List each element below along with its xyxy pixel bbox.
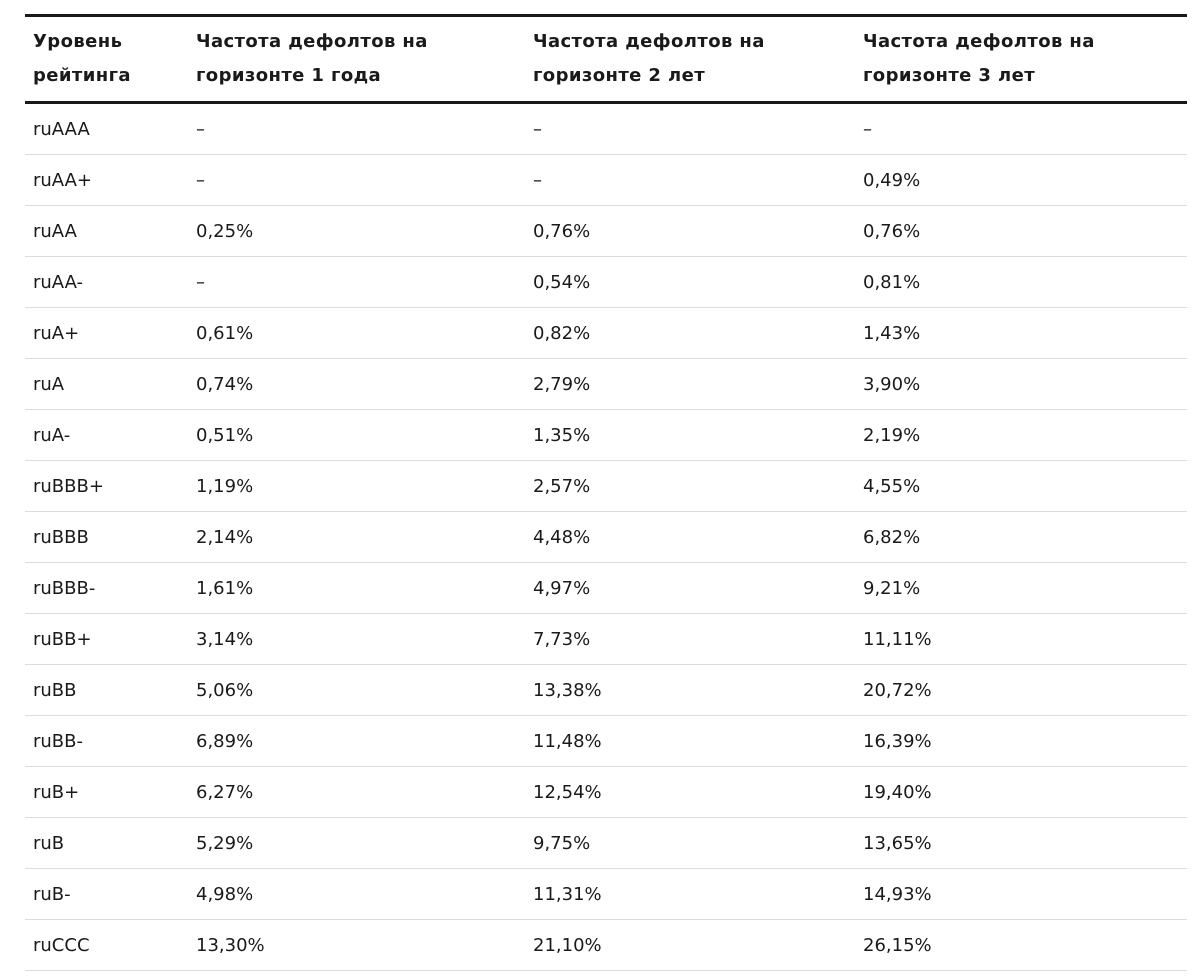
rate-cell: 1,35% bbox=[525, 409, 855, 461]
rate-cell: 26,15% bbox=[855, 919, 1187, 971]
rate-cell: 1,61% bbox=[188, 562, 525, 614]
rate-cell: – bbox=[855, 102, 1187, 155]
rate-cell: 0,76% bbox=[855, 205, 1187, 257]
rate-cell: – bbox=[188, 154, 525, 206]
table-row: ruB- 4,98% 11,31% 14,93% bbox=[25, 868, 1187, 920]
table-row: ruBBB- 1,61% 4,97% 9,21% bbox=[25, 562, 1187, 614]
rate-cell: 1,19% bbox=[188, 460, 525, 512]
table-row: ruBB+ 3,14% 7,73% 11,11% bbox=[25, 613, 1187, 665]
table-row: ruBB 5,06% 13,38% 20,72% bbox=[25, 664, 1187, 716]
rating-cell: ruCCC bbox=[25, 919, 188, 971]
rate-cell: 11,11% bbox=[855, 613, 1187, 665]
rate-cell: 0,82% bbox=[525, 307, 855, 359]
rate-cell: 11,48% bbox=[525, 715, 855, 767]
rating-cell: ruA bbox=[25, 358, 188, 410]
rate-cell: 4,55% bbox=[855, 460, 1187, 512]
header-text: Частота дефолтов на горизонте 3 лет bbox=[863, 31, 1095, 86]
table-body: ruAAA – – – ruAA+ – –0,49% ruAA 0,25% 0,76% 0,76% r… bbox=[25, 102, 1187, 971]
header-text: Частота дефолтов на горизонте 2 лет bbox=[533, 31, 765, 86]
rate-cell: 0,54% bbox=[525, 256, 855, 308]
rate-cell: 2,57% bbox=[525, 460, 855, 512]
rate-cell: 6,89% bbox=[188, 715, 525, 767]
rate-cell: 6,27% bbox=[188, 766, 525, 818]
table-row: ruBB- 6,89% 11,48% 16,39% bbox=[25, 715, 1187, 767]
rating-cell: ruB- bbox=[25, 868, 188, 920]
rate-cell: 16,39% bbox=[855, 715, 1187, 767]
rate-cell: 2,14% bbox=[188, 511, 525, 563]
rate-cell: – bbox=[188, 256, 525, 308]
rating-cell: ruB bbox=[25, 817, 188, 869]
rate-cell: 0,76% bbox=[525, 205, 855, 257]
rate-cell: 0,61% bbox=[188, 307, 525, 359]
table-row: ruA+ 0,61% 0,82% 1,43% bbox=[25, 307, 1187, 359]
header-text: Уровень рейтинга bbox=[33, 31, 131, 86]
rate-cell: 2,79% bbox=[525, 358, 855, 410]
rate-cell: 4,48% bbox=[525, 511, 855, 563]
rate-cell: 13,65% bbox=[855, 817, 1187, 869]
rating-cell: ruA+ bbox=[25, 307, 188, 359]
rate-cell: 0,49% bbox=[855, 154, 1187, 206]
header-cell: Уровень рейтинга bbox=[25, 16, 188, 103]
rate-cell: 12,54% bbox=[525, 766, 855, 818]
rate-cell: 9,75% bbox=[525, 817, 855, 869]
rate-cell: – bbox=[525, 154, 855, 206]
rating-cell: ruAAA bbox=[25, 102, 188, 155]
rating-cell: ruBBB+ bbox=[25, 460, 188, 512]
rate-cell: 20,72% bbox=[855, 664, 1187, 716]
rating-cell: ruA- bbox=[25, 409, 188, 461]
rating-cell: ruBB bbox=[25, 664, 188, 716]
rate-cell: – bbox=[188, 102, 525, 155]
table-row: ruAA- –0,54% 0,81% bbox=[25, 256, 1187, 308]
rate-cell: 3,90% bbox=[855, 358, 1187, 410]
header-cell: Частота дефолтов на горизонте 2 лет bbox=[525, 16, 855, 103]
rate-cell: 14,93% bbox=[855, 868, 1187, 920]
rate-cell: 0,74% bbox=[188, 358, 525, 410]
table-row: ruA- 0,51% 1,35% 2,19% bbox=[25, 409, 1187, 461]
rate-cell: 11,31% bbox=[525, 868, 855, 920]
rate-cell: 0,81% bbox=[855, 256, 1187, 308]
rate-cell: 21,10% bbox=[525, 919, 855, 971]
rate-cell: 1,43% bbox=[855, 307, 1187, 359]
rating-cell: ruBBB bbox=[25, 511, 188, 563]
rate-cell: 4,97% bbox=[525, 562, 855, 614]
rate-cell: 3,14% bbox=[188, 613, 525, 665]
rate-cell: 6,82% bbox=[855, 511, 1187, 563]
table-row: ruBBB+ 1,19% 2,57% 4,55% bbox=[25, 460, 1187, 512]
table-row: ruA 0,74% 2,79% 3,90% bbox=[25, 358, 1187, 410]
rating-cell: ruAA+ bbox=[25, 154, 188, 206]
rate-cell: 0,51% bbox=[188, 409, 525, 461]
rate-cell: 2,19% bbox=[855, 409, 1187, 461]
rate-cell: 13,30% bbox=[188, 919, 525, 971]
table-row: ruAAA – – – bbox=[25, 102, 1187, 155]
rate-cell: – bbox=[525, 102, 855, 155]
header-text: Частота дефолтов на горизонте 1 года bbox=[196, 31, 428, 86]
header-row: Уровень рейтинга Частота дефолтов на гори… bbox=[25, 15, 1187, 103]
rate-cell: 7,73% bbox=[525, 613, 855, 665]
table-header: Уровень рейтинга Частота дефолтов на гори… bbox=[25, 15, 1187, 103]
table-row: ruB+ 6,27% 12,54% 19,40% bbox=[25, 766, 1187, 818]
table-row: ruB 5,29% 9,75% 13,65% bbox=[25, 817, 1187, 869]
table-row: ruBBB 2,14% 4,48% 6,82% bbox=[25, 511, 1187, 563]
rating-cell: ruB+ bbox=[25, 766, 188, 818]
rating-cell: ruAA bbox=[25, 205, 188, 257]
rate-cell: 19,40% bbox=[855, 766, 1187, 818]
rate-cell: 5,29% bbox=[188, 817, 525, 869]
rate-cell: 13,38% bbox=[525, 664, 855, 716]
default-rate-table: Уровень рейтинга Частота дефолтов на гори… bbox=[25, 14, 1187, 971]
header-cell: Частота дефолтов на горизонте 3 лет bbox=[855, 16, 1187, 103]
rate-cell: 9,21% bbox=[855, 562, 1187, 614]
table-row: ruCCC 13,30% 21,10% 26,15% bbox=[25, 919, 1187, 971]
rate-cell: 5,06% bbox=[188, 664, 525, 716]
rating-cell: ruBB+ bbox=[25, 613, 188, 665]
rate-cell: 0,25% bbox=[188, 205, 525, 257]
rate-cell: 4,98% bbox=[188, 868, 525, 920]
rating-cell: ruAA- bbox=[25, 256, 188, 308]
rating-cell: ruBBB- bbox=[25, 562, 188, 614]
table-row: ruAA 0,25% 0,76% 0,76% bbox=[25, 205, 1187, 257]
header-cell: Частота дефолтов на горизонте 1 года bbox=[188, 16, 525, 103]
table-row: ruAA+ – –0,49% bbox=[25, 154, 1187, 206]
rating-cell: ruBB- bbox=[25, 715, 188, 767]
